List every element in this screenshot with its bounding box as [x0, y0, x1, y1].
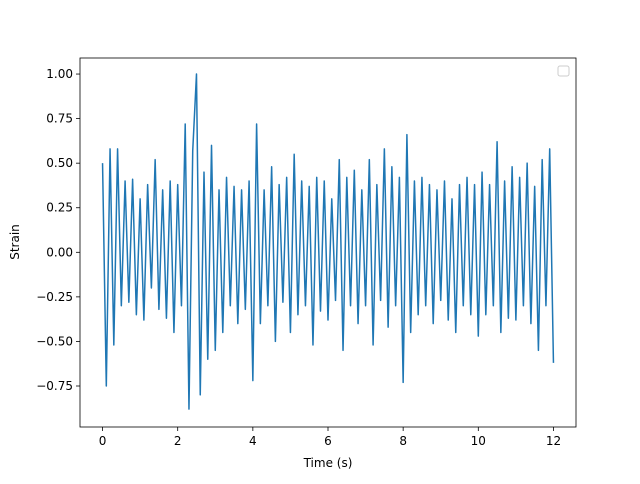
y-axis-label: Strain — [8, 224, 22, 260]
y-tick-label: −0.25 — [36, 290, 73, 304]
y-tick-label: 0.75 — [46, 112, 73, 126]
y-tick-label: 0.25 — [46, 201, 73, 215]
x-tick-label: 12 — [546, 434, 561, 448]
x-axis-label: Time (s) — [303, 456, 353, 470]
data-line — [101, 73, 555, 410]
x-tick-label: 0 — [99, 434, 107, 448]
y-tick-label: 0.00 — [46, 245, 73, 259]
x-tick-label: 6 — [324, 434, 332, 448]
x-tick-label: 10 — [471, 434, 486, 448]
plot-area — [101, 73, 555, 410]
y-tick-label: 1.00 — [46, 67, 73, 81]
legend-box — [557, 65, 570, 77]
x-tick-label: 4 — [249, 434, 257, 448]
y-tick-label: −0.75 — [36, 379, 73, 393]
y-tick-label: −0.50 — [36, 334, 73, 348]
x-tick-label: 8 — [399, 434, 407, 448]
x-tick-label: 2 — [174, 434, 182, 448]
y-tick-label: 0.50 — [46, 156, 73, 170]
